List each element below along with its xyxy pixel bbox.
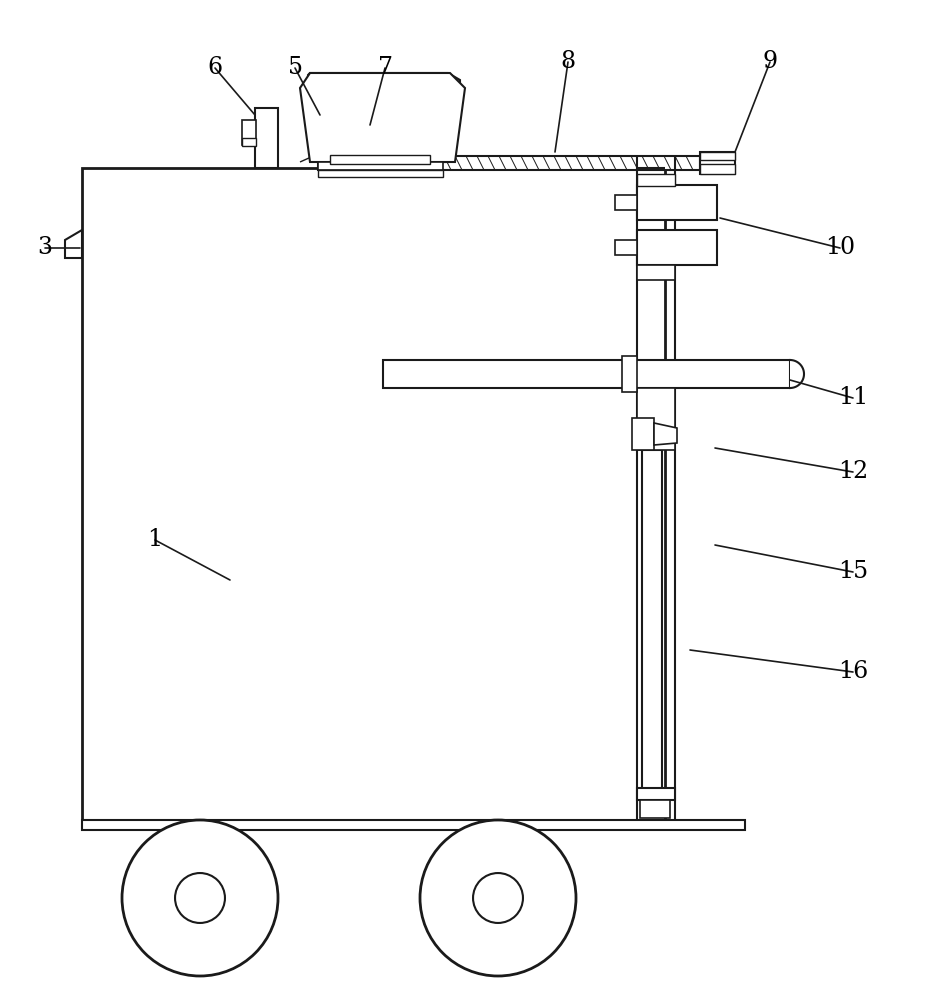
Text: 15: 15 [838, 560, 868, 584]
Text: 5: 5 [287, 56, 303, 80]
Polygon shape [300, 73, 465, 162]
Bar [242, 120, 256, 145]
Text: 8: 8 [560, 50, 576, 74]
Polygon shape [308, 73, 460, 162]
Bar [637, 174, 675, 186]
Bar [255, 108, 278, 168]
Bar [318, 170, 443, 177]
Bar [330, 155, 430, 164]
Circle shape [175, 873, 225, 923]
Bar [615, 240, 637, 255]
Text: 12: 12 [838, 460, 868, 484]
Polygon shape [654, 423, 677, 445]
Text: 3: 3 [37, 236, 52, 259]
Text: 10: 10 [825, 236, 856, 259]
Circle shape [420, 820, 576, 976]
Bar [383, 360, 790, 388]
Bar [637, 388, 675, 450]
Bar [82, 820, 745, 830]
Bar [700, 164, 735, 174]
Polygon shape [65, 230, 82, 258]
Text: 6: 6 [208, 56, 223, 80]
Bar [615, 195, 637, 210]
Bar [82, 168, 665, 820]
Bar [637, 230, 717, 265]
Bar [622, 356, 637, 392]
Bar [640, 800, 670, 818]
Circle shape [122, 820, 278, 976]
Text: 1: 1 [148, 528, 163, 552]
Bar [318, 162, 443, 170]
Wedge shape [790, 360, 804, 388]
Bar [242, 138, 256, 146]
Bar [318, 156, 700, 170]
Bar [637, 265, 675, 280]
Circle shape [473, 873, 523, 923]
Bar [700, 152, 735, 160]
Bar [700, 152, 735, 174]
Text: 16: 16 [838, 660, 868, 684]
Bar [642, 450, 662, 800]
Bar [637, 788, 675, 800]
Text: 11: 11 [838, 386, 868, 410]
Text: 9: 9 [762, 50, 778, 74]
Bar [637, 185, 717, 220]
Bar [632, 418, 654, 450]
Text: 7: 7 [378, 56, 393, 80]
